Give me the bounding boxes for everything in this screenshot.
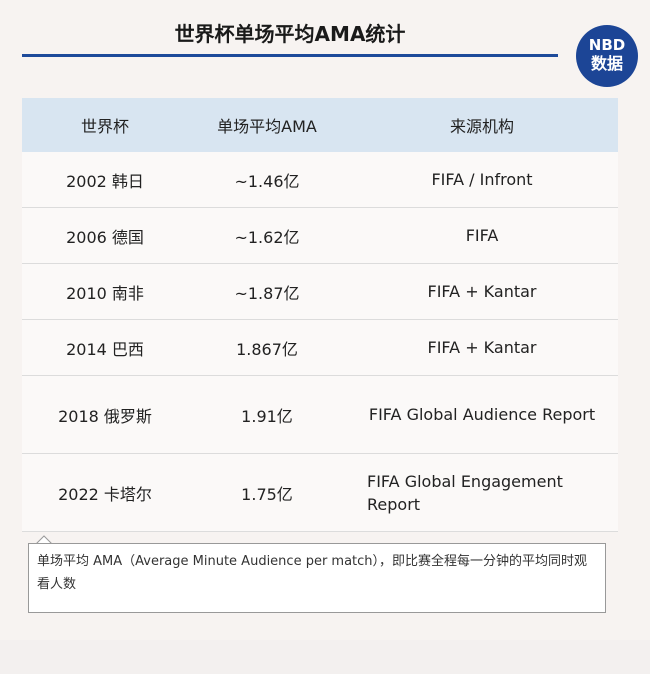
cell-text: FIFA / Infront bbox=[431, 170, 533, 189]
cell-text: FIFA + Kantar bbox=[427, 282, 537, 301]
column-header: 来源机构 bbox=[449, 117, 514, 136]
title-rule bbox=[22, 54, 558, 57]
cell-text: FIFA Global Engagement Report bbox=[367, 471, 563, 514]
cell-text: FIFA bbox=[465, 226, 499, 245]
table-header: 世界杯 单场平均AMA 来源机构 bbox=[22, 98, 618, 152]
cell-text: FIFA Global Audience Report bbox=[368, 405, 596, 424]
cell: FIFA + Kantar bbox=[346, 280, 618, 303]
cell: ~1.87亿 bbox=[234, 283, 300, 303]
column-header: 单场平均AMA bbox=[217, 117, 317, 136]
title: 世界杯单场平均AMA统计 bbox=[174, 22, 406, 46]
table-row: 2002 韩日 ~1.46亿 FIFA / Infront bbox=[22, 152, 618, 208]
cell: 2002 韩日 bbox=[66, 171, 144, 191]
cell: 2014 巴西 bbox=[66, 339, 144, 359]
table-row: 2010 南非 ~1.87亿 FIFA + Kantar bbox=[22, 264, 618, 320]
cell-text: FIFA + Kantar bbox=[427, 338, 537, 357]
cell: 2006 德国 bbox=[66, 227, 144, 247]
table-row: 2018 俄罗斯 1.91亿 FIFA Global Audience Report bbox=[22, 376, 618, 454]
table-row: 2022 卡塔尔 1.75亿 FIFA Global Engagement Repo… bbox=[22, 454, 618, 532]
note-tail bbox=[36, 535, 52, 545]
table-row: 2006 德国 ~1.62亿 FIFA bbox=[22, 208, 618, 264]
logo: NBD 数据 bbox=[576, 25, 638, 87]
cell: FIFA + Kantar bbox=[346, 336, 618, 359]
column-header: 世界杯 bbox=[80, 117, 129, 136]
table: 世界杯 单场平均AMA 来源机构 2002 韩日 ~1.46亿 FIFA / Inf… bbox=[22, 98, 618, 532]
note: 单场平均 AMA（Average Minute Audience per mat… bbox=[28, 543, 606, 613]
cell: 2010 南非 bbox=[66, 283, 144, 303]
cell: FIFA bbox=[346, 224, 618, 247]
cell: 2022 卡塔尔 bbox=[58, 484, 152, 504]
cell: FIFA Global Engagement Report bbox=[346, 470, 618, 516]
cell: 2018 俄罗斯 bbox=[58, 406, 152, 426]
cell: 1.75亿 bbox=[241, 484, 293, 504]
cell: 1.91亿 bbox=[241, 406, 293, 426]
cell: ~1.46亿 bbox=[234, 171, 300, 191]
logo-text: 数据 bbox=[590, 54, 623, 73]
table-row: 2014 巴西 1.867亿 FIFA + Kantar bbox=[22, 320, 618, 376]
cell: FIFA Global Audience Report bbox=[346, 403, 618, 426]
cell: ~1.62亿 bbox=[234, 227, 300, 247]
cell: FIFA / Infront bbox=[346, 168, 618, 191]
cell: 1.867亿 bbox=[236, 339, 298, 359]
footer-band bbox=[0, 640, 650, 674]
logo-text: NBD bbox=[588, 36, 626, 54]
